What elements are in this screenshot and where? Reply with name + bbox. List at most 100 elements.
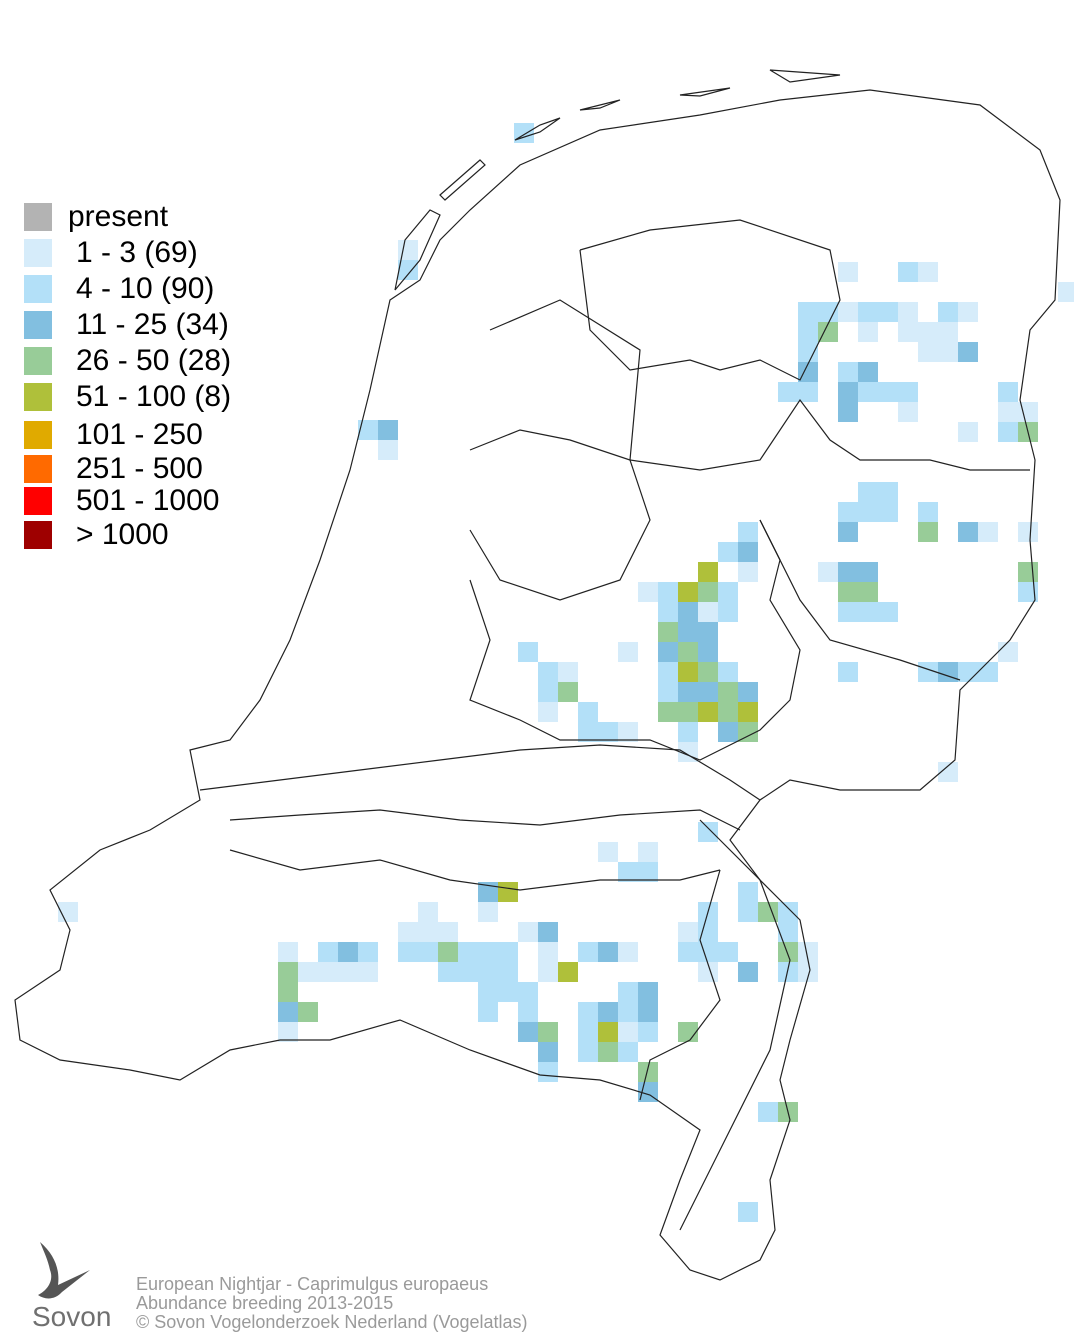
grid-cell xyxy=(858,382,878,402)
grid-cell xyxy=(518,642,538,662)
grid-cell xyxy=(738,542,758,562)
legend-label: 251 - 500 xyxy=(76,452,203,485)
grid-cell xyxy=(638,582,658,602)
grid-cell xyxy=(278,1002,298,1022)
grid-cell xyxy=(278,942,298,962)
grid-cell xyxy=(278,962,298,982)
grid-cell xyxy=(858,302,878,322)
legend-swatch xyxy=(24,203,52,231)
grid-cell xyxy=(678,582,698,602)
grid-cell xyxy=(478,962,498,982)
grid-cell xyxy=(558,662,578,682)
grid-cell xyxy=(678,722,698,742)
grid-cell xyxy=(958,342,978,362)
grid-cell xyxy=(898,302,918,322)
grid-cell xyxy=(658,702,678,722)
grid-cell xyxy=(538,682,558,702)
grid-cell xyxy=(698,922,718,942)
grid-cell xyxy=(778,902,798,922)
grid-cell xyxy=(538,662,558,682)
legend-swatch xyxy=(24,455,52,483)
grid-cell xyxy=(418,942,438,962)
grid-cell xyxy=(898,382,918,402)
province-border xyxy=(469,519,801,761)
grid-cell xyxy=(438,922,458,942)
grid-cell xyxy=(838,362,858,382)
grid-cell xyxy=(998,402,1018,422)
legend-label: 26 - 50 (28) xyxy=(76,344,231,377)
grid-cell xyxy=(458,942,478,962)
grid-cell xyxy=(678,602,698,622)
logo-text: Sovon xyxy=(32,1301,111,1332)
grid-cell xyxy=(698,622,718,642)
grid-cell xyxy=(658,602,678,622)
grid-cell xyxy=(978,662,998,682)
grid-cell xyxy=(898,262,918,282)
river xyxy=(229,809,741,831)
grid-cell xyxy=(758,902,778,922)
grid-cell xyxy=(878,382,898,402)
island xyxy=(439,159,486,201)
grid-cell xyxy=(678,922,698,942)
grid-cell xyxy=(538,962,558,982)
grid-cell xyxy=(598,1002,618,1022)
grid-cell xyxy=(1058,282,1074,302)
grid-cell xyxy=(778,942,798,962)
grid-cell xyxy=(578,702,598,722)
grid-cell xyxy=(358,942,378,962)
grid-cell xyxy=(738,722,758,742)
grid-cell xyxy=(798,342,818,362)
footer: European Nightjar - Caprimulgus europaeu… xyxy=(136,1274,528,1332)
legend-swatch xyxy=(24,311,52,339)
grid-cell xyxy=(1018,402,1038,422)
grid-cell xyxy=(838,382,858,402)
legend-label: 1 - 3 (69) xyxy=(76,236,198,269)
grid-cell xyxy=(658,682,678,702)
footer-line: Abundance breeding 2013-2015 xyxy=(136,1293,393,1313)
grid-cell xyxy=(938,322,958,342)
grid-cell xyxy=(998,422,1018,442)
grid-cell xyxy=(678,942,698,962)
grid-cell xyxy=(598,942,618,962)
grid-cell xyxy=(398,260,418,280)
grid-cell xyxy=(618,1002,638,1022)
grid-cell xyxy=(398,922,418,942)
grid-cell xyxy=(418,902,438,922)
grid-cell xyxy=(838,522,858,542)
island xyxy=(769,69,841,83)
legend-label: 501 - 1000 xyxy=(76,484,219,517)
legend-swatch xyxy=(24,383,52,411)
grid-cell xyxy=(698,822,718,842)
grid-cell xyxy=(718,702,738,722)
grid-cell xyxy=(958,522,978,542)
grid-cell xyxy=(938,762,958,782)
grid-cell xyxy=(578,722,598,742)
grid-cell xyxy=(958,422,978,442)
grid-cell xyxy=(838,582,858,602)
grid-cell xyxy=(718,582,738,602)
grid-cells xyxy=(58,123,1074,1222)
grid-cell xyxy=(738,1202,758,1222)
grid-cell xyxy=(698,962,718,982)
grid-cell xyxy=(818,302,838,322)
grid-cell xyxy=(698,562,718,582)
island xyxy=(679,87,731,97)
legend-label: 101 - 250 xyxy=(76,418,203,451)
country-border xyxy=(14,89,1061,1281)
grid-cell xyxy=(778,922,798,942)
grid-cell xyxy=(598,722,618,742)
grid-cell xyxy=(478,1002,498,1022)
grid-cell xyxy=(878,482,898,502)
grid-cell xyxy=(718,602,738,622)
grid-cell xyxy=(938,302,958,322)
grid-cell xyxy=(858,362,878,382)
grid-cell xyxy=(798,942,818,962)
grid-cell xyxy=(698,642,718,662)
grid-cell xyxy=(838,302,858,322)
grid-cell xyxy=(338,942,358,962)
grid-cell xyxy=(618,862,638,882)
grid-cell xyxy=(618,942,638,962)
legend-label: > 1000 xyxy=(76,518,169,551)
grid-cell xyxy=(518,1022,538,1042)
